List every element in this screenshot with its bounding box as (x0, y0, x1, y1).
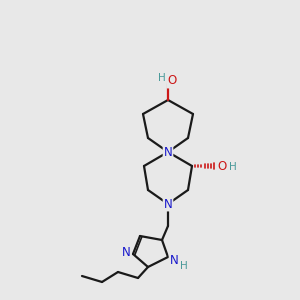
Text: N: N (164, 197, 172, 211)
Text: N: N (169, 254, 178, 268)
Text: H: H (158, 73, 166, 83)
Text: N: N (164, 146, 172, 158)
Text: O: O (167, 74, 177, 88)
Text: H: H (180, 261, 188, 271)
Text: H: H (229, 162, 237, 172)
Text: N: N (122, 247, 130, 260)
Text: O: O (218, 160, 226, 173)
